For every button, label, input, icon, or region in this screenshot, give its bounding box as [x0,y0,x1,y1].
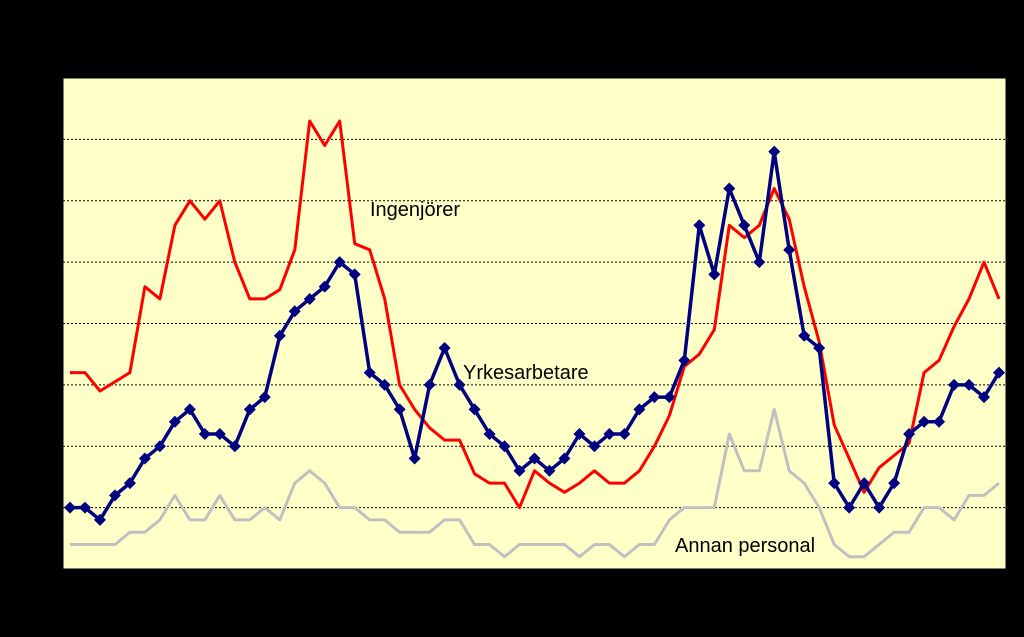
data-point-marker [183,403,196,416]
data-point-marker [423,378,436,391]
data-point-marker [918,415,931,428]
data-point-marker [573,427,586,440]
data-point-marker [138,452,151,465]
data-point-marker [828,477,841,490]
series-line-annan-personal [70,407,1000,559]
data-point-marker [64,501,76,514]
data-point-marker [888,477,901,490]
data-point-marker [603,427,616,440]
data-point-marker [618,427,631,440]
data-point-marker [198,427,211,440]
data-point-marker [108,489,121,502]
data-point-marker [933,415,946,428]
data-point-marker [333,256,346,269]
data-point-marker [978,391,991,404]
data-point-marker [258,391,271,404]
data-point-marker [903,427,916,440]
series-label-yrkesarbetare: Yrkesarbetare [463,362,589,384]
series-markers [64,145,1005,526]
data-point-marker [723,182,736,195]
data-point-marker [468,403,481,416]
data-point-marker [273,329,286,342]
series-label-ingenjorer: Ingenjörer [370,199,460,221]
data-point-marker [798,329,811,342]
data-point-marker [303,292,316,305]
data-point-marker [288,305,301,318]
data-point-marker [363,366,376,379]
data-point-marker [78,501,91,514]
series-label-annan-personal: Annan personal [675,535,815,557]
data-point-marker [123,477,136,490]
data-point-marker [168,415,181,428]
data-point-marker [393,403,406,416]
data-point-marker [408,452,421,465]
data-point-marker [678,354,691,367]
data-point-marker [528,452,541,465]
data-point-marker [498,440,511,453]
data-point-marker [963,378,976,391]
data-point-marker [873,501,886,514]
data-point-marker [588,440,601,453]
data-point-marker [813,342,826,355]
data-point-marker [243,403,256,416]
data-point-marker [738,219,751,232]
data-point-marker [948,378,961,391]
data-point-marker [213,427,226,440]
data-point-marker [708,268,721,281]
data-point-marker [633,403,646,416]
data-point-marker [228,440,241,453]
data-point-marker [768,145,781,158]
data-point-marker [453,378,466,391]
data-point-marker [153,440,166,453]
data-point-marker [348,268,361,281]
data-point-marker [378,378,391,391]
data-point-marker [93,513,106,526]
data-point-marker [648,391,661,404]
data-point-marker [513,464,526,477]
data-point-marker [783,243,796,256]
data-point-marker [438,342,451,355]
data-point-marker [753,256,766,269]
data-point-marker [318,280,331,293]
data-point-marker [993,366,1005,379]
data-point-marker [693,219,706,232]
data-point-marker [558,452,571,465]
data-point-marker [843,501,856,514]
data-point-marker [663,391,676,404]
data-point-marker [483,427,496,440]
series-line-ingenj-rer [70,119,1001,510]
data-point-marker [858,477,871,490]
data-point-marker [543,464,556,477]
